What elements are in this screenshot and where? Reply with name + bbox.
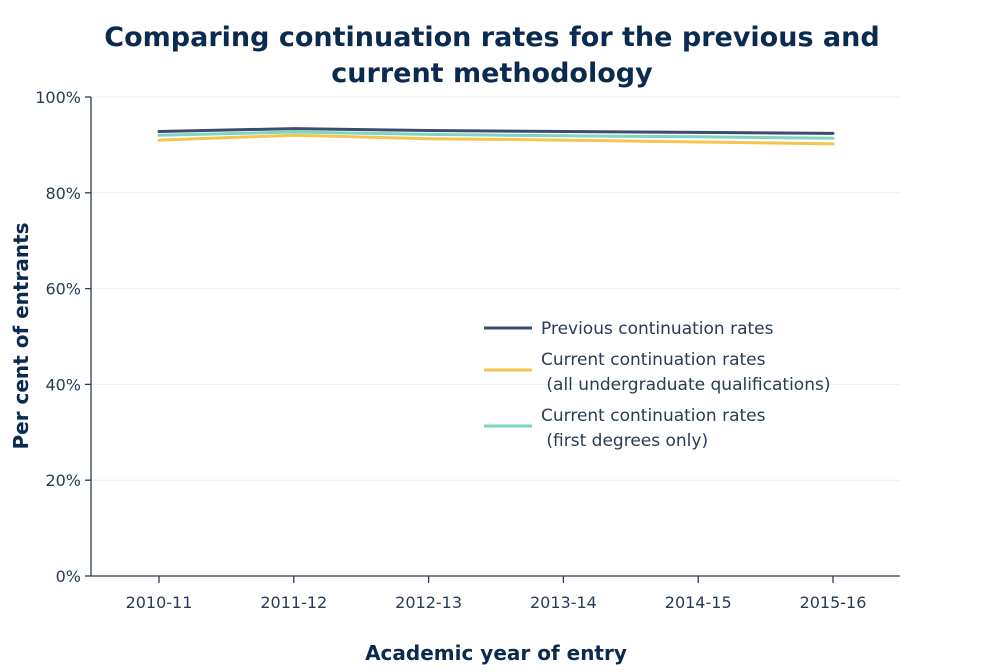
x-tick-label: 2013-14 xyxy=(530,593,597,612)
legend-label-1: Previous continuation rates xyxy=(541,319,774,339)
y-tick-label: 40% xyxy=(45,375,81,394)
series-line-1 xyxy=(157,127,835,135)
gridlines xyxy=(91,96,900,481)
y-tick-label: 100% xyxy=(35,88,81,107)
chart-title-line-1: Comparing continuation rates for the pre… xyxy=(104,22,879,53)
legend-label-2: Current continuation rates xyxy=(541,350,766,370)
y-tick-label: 20% xyxy=(45,471,81,490)
y-tick-label: 60% xyxy=(45,280,81,299)
series-lines xyxy=(157,127,835,146)
x-tick-label: 2012-13 xyxy=(395,593,462,612)
legend-label-3: Current continuation rates xyxy=(541,406,766,426)
y-tick-label: 0% xyxy=(56,567,81,586)
series-line-3 xyxy=(157,130,835,140)
x-axis-title: Academic year of entry xyxy=(365,641,627,665)
legend-label-3: (first degrees only) xyxy=(541,431,708,451)
x-tick-label: 2014-15 xyxy=(665,593,732,612)
x-axis-ticks: 2010-11 2011-12 2012-13 2013-14 2014-15 2015-… xyxy=(126,576,867,612)
x-tick-label: 2010-11 xyxy=(126,593,193,612)
legend: Previous continuation rates Current conti… xyxy=(484,319,830,451)
y-tick-label: 80% xyxy=(45,184,81,203)
chart-title-line-2: current methodology xyxy=(331,58,653,89)
x-tick-label: 2011-12 xyxy=(260,593,327,612)
legend-label-2: (all undergraduate qualifications) xyxy=(541,375,830,395)
x-tick-label: 2015-16 xyxy=(800,593,867,612)
series-line-2 xyxy=(157,133,835,146)
axes xyxy=(90,97,900,577)
y-axis-title: Per cent of entrants xyxy=(9,222,33,449)
y-axis-ticks: 0% 20% 40% 60% 80% 100% xyxy=(35,88,91,586)
